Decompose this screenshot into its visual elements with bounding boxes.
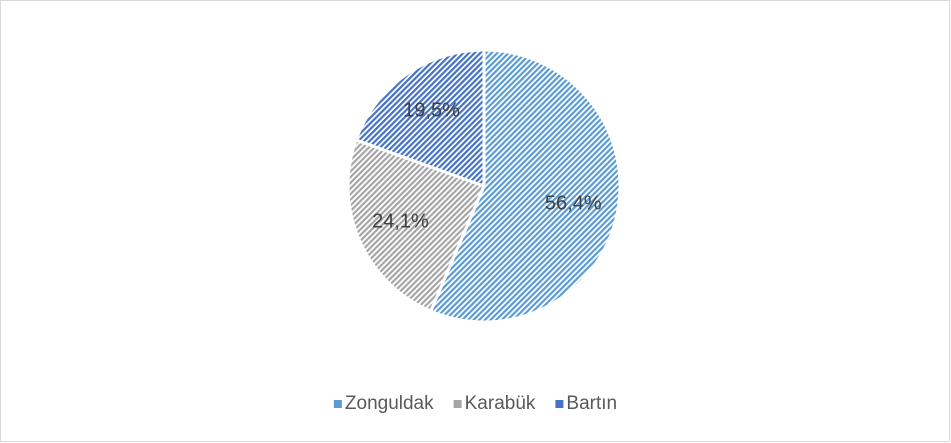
data-label: 19,5% <box>403 100 460 122</box>
pie-slice <box>428 48 622 324</box>
legend-marker <box>555 400 564 408</box>
data-label: 24,1% <box>372 211 429 233</box>
pie-slice <box>354 48 486 189</box>
legend-text: Karabük <box>465 393 536 414</box>
legend-text: Bartın <box>566 393 617 414</box>
legend-marker <box>453 400 462 408</box>
legend-marker <box>333 400 342 408</box>
pie-slice <box>346 138 487 314</box>
data-label: 56,4% <box>545 192 602 214</box>
legend-text: Zonguldak <box>345 393 434 414</box>
